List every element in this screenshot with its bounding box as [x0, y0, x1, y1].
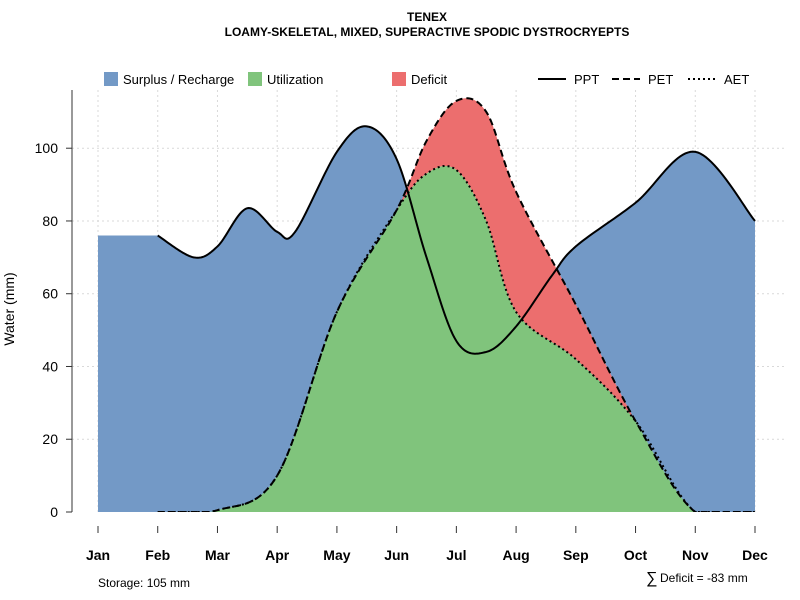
y-tick-label-1: 20 — [42, 431, 58, 447]
x-tick-label-feb: Feb — [145, 547, 170, 563]
series-line-ppt — [157, 125, 756, 355]
series-line-pet — [157, 97, 755, 512]
y-axis: 0 20 40 60 80 100 — [35, 140, 72, 520]
y-tick-label-4: 80 — [42, 213, 58, 229]
x-tick-label-jan: Jan — [86, 547, 110, 563]
y-tick-label-2: 40 — [42, 358, 58, 374]
y-tick-label-5: 100 — [35, 140, 59, 156]
legend: Surplus / Recharge Utilization Deficit P… — [104, 72, 749, 87]
legend-label-utilization: Utilization — [267, 72, 323, 87]
x-tick-label-mar: Mar — [205, 547, 230, 563]
x-tick-label-apr: Apr — [265, 547, 290, 563]
chart-subtitle: LOAMY-SKELETAL, MIXED, SUPERACTIVE SPODI… — [225, 25, 630, 39]
legend-label-aet: AET — [724, 72, 749, 87]
y-tick-label-3: 60 — [42, 286, 58, 302]
x-tick-label-may: May — [323, 547, 350, 563]
legend-label-pet: PET — [648, 72, 673, 87]
deficit-label: Deficit = -83 mm — [660, 571, 748, 585]
legend-swatch-surplus — [104, 72, 118, 86]
legend-swatch-deficit — [392, 72, 406, 86]
plot-areas — [98, 98, 755, 512]
x-tick-label-nov: Nov — [682, 547, 709, 563]
x-tick-label-jul: Jul — [446, 547, 466, 563]
y-tick-label-0: 0 — [50, 504, 58, 520]
x-axis: Jan Feb Mar Apr May Jun Jul Aug Sep Oct Nov Dec — [86, 526, 768, 563]
x-tick-label-oct: Oct — [624, 547, 648, 563]
x-tick-label-sep: Sep — [563, 547, 589, 563]
legend-label-surplus: Surplus / Recharge — [123, 72, 234, 87]
storage-label: Storage: 105 mm — [98, 576, 190, 590]
legend-swatch-utilization — [248, 72, 262, 86]
deficit-sum-icon: ∑ — [646, 570, 657, 587]
x-tick-label-aug: Aug — [502, 547, 529, 563]
x-tick-label-jun: Jun — [384, 547, 409, 563]
legend-label-ppt: PPT — [574, 72, 599, 87]
area-utilization — [98, 165, 755, 512]
y-axis-label: Water (mm) — [1, 272, 17, 345]
x-tick-label-dec: Dec — [742, 547, 768, 563]
chart-title: TENEX — [407, 10, 447, 24]
series-lines — [157, 97, 756, 512]
legend-label-deficit: Deficit — [411, 72, 448, 87]
